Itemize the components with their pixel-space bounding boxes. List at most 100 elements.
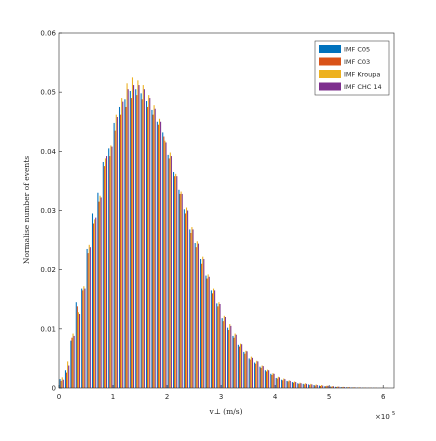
bar-imf-c05-14: [135, 89, 136, 388]
bar-imf-c05-11: [119, 107, 120, 388]
bar-imf-c03-38: [266, 371, 267, 388]
x-axis-multiplier-exponent: 5: [392, 411, 395, 417]
bar-imf-c05-15: [141, 93, 142, 388]
bar-imf-c03-46: [309, 385, 310, 388]
y-tick-label-0: 0: [52, 385, 56, 393]
bar-imf-c05-23: [184, 209, 185, 388]
bar-imf-kroupa-7: [100, 196, 101, 388]
bar-imf-kroupa-33: [240, 344, 241, 388]
bar-imf-chc-14-42: [290, 381, 291, 388]
bar-imf-kroupa-22: [181, 192, 182, 388]
bar-imf-kroupa-23: [186, 208, 187, 388]
bar-imf-chc-14-34: [246, 351, 247, 388]
bar-imf-c05-9: [108, 148, 109, 388]
bar-imf-c05-1: [65, 370, 66, 388]
bar-imf-c05-35: [249, 358, 250, 388]
bar-imf-c05-44: [297, 383, 298, 388]
bar-imf-c03-20: [169, 158, 170, 388]
bar-imf-c03-18: [158, 125, 159, 388]
bar-imf-kroupa-40: [278, 377, 279, 388]
bar-imf-kroupa-17: [154, 105, 155, 388]
bar-imf-chc-14-5: [90, 247, 91, 388]
bar-imf-kroupa-1: [67, 361, 68, 388]
bar-imf-chc-14-38: [268, 370, 269, 388]
bar-imf-chc-14-47: [317, 385, 318, 388]
bar-imf-c05-18: [157, 122, 158, 388]
x-axis-multiplier-base: ×10: [375, 413, 390, 421]
bar-imf-chc-14-46: [311, 384, 312, 388]
bar-imf-c03-31: [228, 330, 229, 388]
bar-imf-c05-41: [281, 380, 282, 388]
bar-imf-kroupa-41: [283, 379, 284, 388]
bar-imf-kroupa-43: [294, 381, 295, 388]
bar-imf-kroupa-9: [110, 145, 111, 388]
legend-label-imf-c05: IMF C05: [344, 46, 370, 54]
bar-imf-chc-14-43: [295, 382, 296, 388]
bar-imf-chc-14-45: [306, 384, 307, 388]
bar-imf-c03-40: [277, 379, 278, 388]
bar-imf-chc-14-4: [84, 289, 85, 388]
bar-imf-kroupa-48: [321, 385, 322, 388]
bar-imf-c03-6: [93, 224, 94, 388]
bar-imf-c05-8: [103, 162, 104, 388]
bar-imf-c05-16: [146, 101, 147, 388]
y-tick-label-6: 0.06: [40, 30, 56, 38]
bar-imf-c05-20: [168, 155, 169, 388]
bar-imf-c03-44: [298, 384, 299, 388]
bar-imf-chc-14-9: [111, 147, 112, 388]
bar-imf-c05-25: [195, 243, 196, 388]
bar-imf-c05-42: [286, 381, 287, 388]
bar-imf-kroupa-21: [175, 174, 176, 388]
bar-imf-c05-33: [238, 345, 239, 388]
bar-imf-c05-48: [319, 386, 320, 388]
bar-imf-c05-31: [227, 328, 228, 388]
bar-imf-c03-21: [174, 176, 175, 388]
bar-imf-c03-39: [271, 375, 272, 388]
bar-imf-chc-14-31: [230, 326, 231, 388]
bar-imf-chc-14-28: [214, 290, 215, 388]
bar-imf-kroupa-37: [262, 366, 263, 388]
legend-label-imf-kroupa: IMF Kroupa: [344, 71, 380, 79]
bar-imf-c03-14: [136, 95, 137, 388]
bar-imf-c03-9: [109, 156, 110, 388]
bar-imf-chc-14-37: [263, 366, 264, 388]
bar-imf-kroupa-45: [305, 383, 306, 388]
bar-imf-chc-14-49: [328, 386, 329, 388]
bar-imf-kroupa-47: [316, 384, 317, 388]
bar-imf-c03-3: [77, 306, 78, 388]
bar-imf-chc-14-48: [322, 386, 323, 388]
bar-imf-kroupa-26: [202, 257, 203, 388]
bar-imf-c05-19: [162, 132, 163, 388]
bar-imf-c03-42: [288, 381, 289, 388]
bar-imf-chc-14-23: [187, 211, 188, 389]
y-axis-title: Normalise number of events: [22, 156, 31, 264]
bar-imf-c05-36: [254, 363, 255, 388]
bar-imf-c05-38: [265, 370, 266, 388]
bar-imf-chc-14-27: [209, 277, 210, 388]
bar-imf-c03-33: [239, 347, 240, 388]
bar-imf-c03-7: [98, 202, 99, 388]
bar-imf-kroupa-4: [83, 286, 84, 388]
bar-imf-c05-32: [232, 336, 233, 388]
bar-imf-chc-14-36: [257, 361, 258, 388]
legend-label-imf-chc-14: IMF CHC 14: [344, 83, 382, 91]
bar-imf-kroupa-3: [78, 312, 79, 388]
bar-imf-kroupa-29: [218, 302, 219, 388]
bar-imf-c03-41: [282, 380, 283, 388]
legend-label-imf-c03: IMF C03: [344, 58, 370, 66]
bar-imf-c05-21: [173, 172, 174, 388]
bar-imf-chc-14-16: [149, 98, 150, 388]
bar-imf-c05-12: [124, 99, 125, 388]
bar-imf-c05-6: [92, 213, 93, 388]
x-tick-label-0: 0: [57, 393, 61, 401]
bar-imf-kroupa-14: [137, 80, 138, 388]
x-tick-label-4: 4: [273, 393, 278, 401]
bar-imf-c03-30: [223, 321, 224, 388]
bar-imf-chc-14-25: [198, 244, 199, 388]
bar-imf-chc-14-35: [252, 358, 253, 388]
bar-imf-chc-14-11: [122, 102, 123, 388]
bar-imf-c05-46: [308, 384, 309, 388]
bar-imf-c03-2: [71, 338, 72, 388]
